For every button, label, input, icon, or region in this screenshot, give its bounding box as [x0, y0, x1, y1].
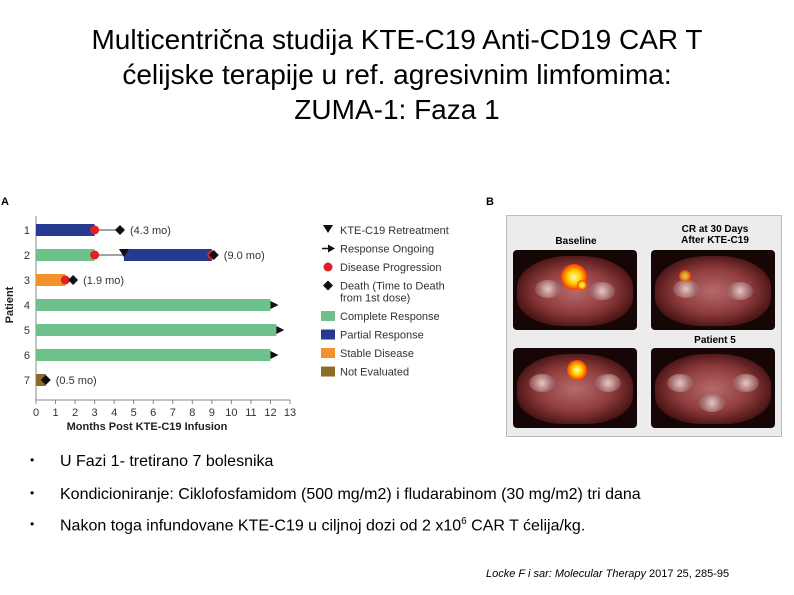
bullet-text-2: Kondicioniranje: Ciklofosfamidom (500 mg…: [60, 486, 641, 503]
patient-tick-label: 5: [24, 325, 30, 337]
bullet-text-3: Nakon toga infundovane KTE-C19 u ciljnoj…: [60, 517, 462, 535]
legend-arrow-icon: [328, 244, 335, 253]
baseline-scan-abdomen: [513, 250, 637, 330]
x-tick-label: 12: [264, 407, 276, 419]
x-axis-label: Months Post KTE-C19 Infusion: [67, 421, 228, 433]
patient-tick-label: 4: [24, 300, 30, 312]
x-tick-label: 1: [52, 407, 58, 419]
response-bar: [36, 349, 271, 361]
patient-tick-label: 6: [24, 350, 30, 362]
cr-scan-pelvis: [651, 348, 775, 428]
bullet-text-1: U Fazi 1- tretirano 7 bolesnika: [60, 453, 274, 470]
x-tick-label: 5: [131, 407, 137, 419]
cr-scan-abdomen: [651, 250, 775, 330]
x-tick-label: 13: [284, 407, 296, 419]
response-bar: [36, 249, 95, 261]
duration-label: (0.5 mo): [56, 375, 97, 387]
bullet-superscript: 6: [461, 516, 467, 527]
bullet-marker: •: [30, 453, 35, 467]
citation-journal: Molecular Therapy: [551, 568, 646, 580]
legend-swatch: [321, 311, 335, 322]
ongoing-arrow: [276, 326, 285, 334]
legend-label: Disease Progression: [340, 262, 442, 274]
progression-marker: [90, 225, 100, 235]
patient-tick-label: 7: [24, 375, 30, 387]
legend-label: Partial Response: [340, 330, 424, 342]
patient-tick-label: 3: [24, 275, 30, 287]
death-marker: [40, 375, 51, 385]
progression-marker: [90, 250, 100, 260]
citation: Locke F i sar: Molecular Therapy 2017 25…: [486, 568, 729, 580]
response-bar: [36, 224, 95, 236]
bullet-marker: •: [30, 486, 35, 500]
citation-authors: Locke F i sar:: [486, 568, 552, 580]
citation-rest: 2017 25, 285-95: [645, 568, 730, 580]
death-marker: [68, 275, 79, 285]
legend-progression-icon: [323, 262, 333, 272]
x-tick-label: 7: [170, 407, 176, 419]
progression-marker: [60, 275, 70, 285]
legend-label: Complete Response: [340, 311, 440, 323]
title-line-3: ZUMA-1: Faza 1: [294, 94, 500, 125]
cr-label-line-1: CR at 30 Days: [681, 224, 749, 235]
legend-swatch: [321, 348, 335, 359]
y-axis-label: Patient: [4, 286, 16, 323]
death-marker: [115, 225, 126, 235]
retreatment-marker: [118, 249, 129, 257]
duration-label: (1.9 mo): [83, 275, 124, 287]
x-tick-label: 9: [209, 407, 215, 419]
ongoing-arrow: [270, 301, 279, 309]
x-tick-label: 8: [189, 407, 195, 419]
x-tick-label: 2: [72, 407, 78, 419]
response-bar: [36, 324, 277, 336]
legend-swatch: [321, 366, 335, 377]
duration-label: (9.0 mo): [224, 250, 265, 262]
bullet-item-1: • U Fazi 1- tretirano 7 bolesnika: [30, 453, 273, 471]
pet-scan-panel: Baseline CR at 30 Days After KTE-C19 Pat…: [506, 215, 782, 437]
legend-label: from 1st dose): [340, 293, 410, 305]
legend-label: Not Evaluated: [340, 367, 409, 379]
patient-tick-label: 1: [24, 225, 30, 237]
response-bar: [36, 274, 66, 286]
x-tick-label: 4: [111, 407, 117, 419]
bullet-marker: •: [30, 517, 35, 532]
x-tick-label: 6: [150, 407, 156, 419]
death-marker: [208, 250, 219, 260]
title-line-2: ćelijske terapije u ref. agresivnim limf…: [122, 59, 672, 90]
cr-label-line-2: After KTE-C19: [681, 235, 749, 246]
legend-death-icon: [323, 280, 333, 291]
x-tick-label: 0: [33, 407, 39, 419]
x-tick-label: 10: [225, 407, 237, 419]
cr-label: CR at 30 Days After KTE-C19: [653, 224, 777, 246]
baseline-label: Baseline: [555, 236, 597, 247]
legend-retreatment-icon: [323, 225, 333, 233]
patient-label: Patient 5: [694, 335, 736, 346]
duration-label: (4.3 mo): [130, 225, 171, 237]
baseline-scan-pelvis: [513, 348, 637, 428]
title-line-1: Multicentrična studija KTE-C19 Anti-CD19…: [91, 24, 703, 55]
legend-label: Death (Time to Death: [340, 281, 445, 293]
panel-b-label: B: [486, 196, 494, 208]
response-bar: [123, 249, 212, 261]
legend-label: Stable Disease: [340, 348, 414, 360]
panel-a-label: A: [1, 196, 9, 208]
bullet-item-3: • Nakon toga infundovane KTE-C19 u ciljno…: [30, 516, 585, 535]
legend-swatch: [321, 329, 335, 340]
ongoing-arrow: [270, 351, 279, 359]
slide-title: Multicentrična studija KTE-C19 Anti-CD19…: [20, 22, 774, 127]
patient-tick-label: 2: [24, 250, 30, 262]
legend-label: KTE-C19 Retreatment: [340, 225, 449, 237]
legend-label: Response Ongoing: [340, 244, 434, 256]
x-tick-label: 3: [92, 407, 98, 419]
bullet-item-2: • Kondicioniranje: Ciklofosfamidom (500 m…: [30, 486, 641, 504]
response-bar: [36, 299, 271, 311]
bullet-text-3-end: CAR T ćelija/kg.: [466, 517, 586, 535]
x-tick-label: 11: [245, 407, 256, 419]
